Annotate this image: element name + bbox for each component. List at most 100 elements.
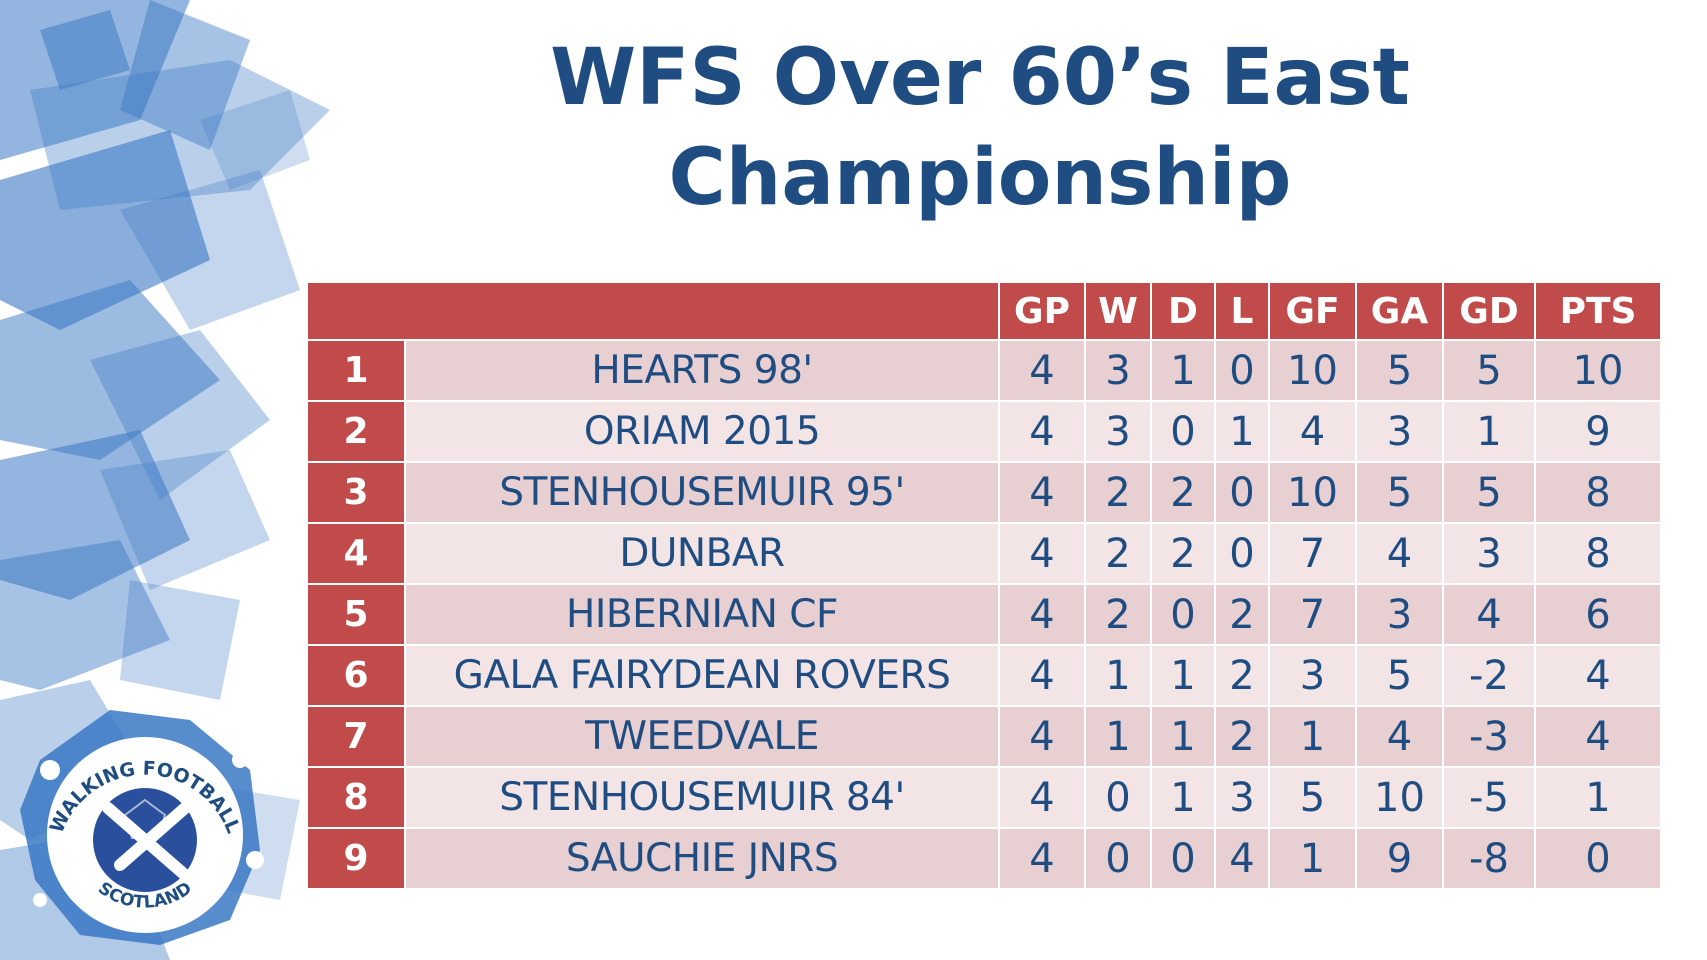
header-pts: PTS xyxy=(1536,283,1660,339)
position-cell: 1 xyxy=(308,341,404,400)
header-row: GP W D L GF GA GD PTS xyxy=(308,283,1660,339)
goals-for-cell: 7 xyxy=(1270,585,1355,644)
table-row: 8 STENHOUSEMUIR 84' 4 0 1 3 5 10 -5 1 xyxy=(308,768,1660,827)
table-row: 1 HEARTS 98' 4 3 1 0 10 5 5 10 xyxy=(308,341,1660,400)
position-cell: 4 xyxy=(308,524,404,583)
losses-cell: 3 xyxy=(1216,768,1268,827)
header-team xyxy=(308,283,998,339)
table-row: 2 ORIAM 2015 4 3 0 1 4 3 1 9 xyxy=(308,402,1660,461)
goals-against-cell: 4 xyxy=(1357,707,1442,766)
wins-cell: 2 xyxy=(1086,585,1150,644)
goals-against-cell: 5 xyxy=(1357,463,1442,522)
goals-for-cell: 10 xyxy=(1270,341,1355,400)
points-cell: 4 xyxy=(1536,646,1660,705)
draws-cell: 0 xyxy=(1152,585,1214,644)
goal-difference-cell: -5 xyxy=(1444,768,1534,827)
goal-difference-cell: -3 xyxy=(1444,707,1534,766)
draws-cell: 0 xyxy=(1152,402,1214,461)
games-played-cell: 4 xyxy=(1000,707,1084,766)
table-row: 3 STENHOUSEMUIR 95' 4 2 2 0 10 5 5 8 xyxy=(308,463,1660,522)
position-cell: 7 xyxy=(308,707,404,766)
games-played-cell: 4 xyxy=(1000,829,1084,888)
goal-difference-cell: 5 xyxy=(1444,341,1534,400)
walking-football-scotland-logo: WALKING FOOTBALL SCOTLAND xyxy=(20,710,264,945)
goals-against-cell: 9 xyxy=(1357,829,1442,888)
team-name-cell: ORIAM 2015 xyxy=(406,402,998,461)
position-cell: 2 xyxy=(308,402,404,461)
goal-difference-cell: 5 xyxy=(1444,463,1534,522)
goals-against-cell: 4 xyxy=(1357,524,1442,583)
draws-cell: 1 xyxy=(1152,707,1214,766)
goal-difference-cell: -8 xyxy=(1444,829,1534,888)
games-played-cell: 4 xyxy=(1000,768,1084,827)
position-cell: 9 xyxy=(308,829,404,888)
team-name-cell: STENHOUSEMUIR 95' xyxy=(406,463,998,522)
goals-for-cell: 10 xyxy=(1270,463,1355,522)
games-played-cell: 4 xyxy=(1000,585,1084,644)
losses-cell: 2 xyxy=(1216,646,1268,705)
games-played-cell: 4 xyxy=(1000,463,1084,522)
table-row: 9 SAUCHIE JNRS 4 0 0 4 1 9 -8 0 xyxy=(308,829,1660,888)
goals-for-cell: 4 xyxy=(1270,402,1355,461)
wins-cell: 2 xyxy=(1086,463,1150,522)
wins-cell: 3 xyxy=(1086,402,1150,461)
decorative-shapes xyxy=(0,0,330,960)
header-gf: GF xyxy=(1270,283,1355,339)
goals-for-cell: 7 xyxy=(1270,524,1355,583)
draws-cell: 2 xyxy=(1152,463,1214,522)
games-played-cell: 4 xyxy=(1000,646,1084,705)
goals-for-cell: 3 xyxy=(1270,646,1355,705)
header-gp: GP xyxy=(1000,283,1084,339)
position-cell: 8 xyxy=(308,768,404,827)
losses-cell: 2 xyxy=(1216,707,1268,766)
table-row: 4 DUNBAR 4 2 2 0 7 4 3 8 xyxy=(308,524,1660,583)
header-gd: GD xyxy=(1444,283,1534,339)
header-ga: GA xyxy=(1357,283,1442,339)
wins-cell: 2 xyxy=(1086,524,1150,583)
position-cell: 6 xyxy=(308,646,404,705)
table-row: 7 TWEEDVALE 4 1 1 2 1 4 -3 4 xyxy=(308,707,1660,766)
header-d: D xyxy=(1152,283,1214,339)
wins-cell: 1 xyxy=(1086,707,1150,766)
points-cell: 6 xyxy=(1536,585,1660,644)
goal-difference-cell: 4 xyxy=(1444,585,1534,644)
draws-cell: 1 xyxy=(1152,341,1214,400)
points-cell: 9 xyxy=(1536,402,1660,461)
draws-cell: 0 xyxy=(1152,829,1214,888)
header-w: W xyxy=(1086,283,1150,339)
points-cell: 1 xyxy=(1536,768,1660,827)
title-line-2: Championship xyxy=(668,133,1292,223)
points-cell: 0 xyxy=(1536,829,1660,888)
points-cell: 8 xyxy=(1536,524,1660,583)
losses-cell: 0 xyxy=(1216,524,1268,583)
goals-for-cell: 5 xyxy=(1270,768,1355,827)
team-name-cell: HIBERNIAN CF xyxy=(406,585,998,644)
team-name-cell: SAUCHIE JNRS xyxy=(406,829,998,888)
games-played-cell: 4 xyxy=(1000,341,1084,400)
goal-difference-cell: 3 xyxy=(1444,524,1534,583)
points-cell: 4 xyxy=(1536,707,1660,766)
draws-cell: 2 xyxy=(1152,524,1214,583)
team-name-cell: TWEEDVALE xyxy=(406,707,998,766)
goals-for-cell: 1 xyxy=(1270,707,1355,766)
wins-cell: 0 xyxy=(1086,768,1150,827)
goals-against-cell: 5 xyxy=(1357,646,1442,705)
points-cell: 8 xyxy=(1536,463,1660,522)
games-played-cell: 4 xyxy=(1000,402,1084,461)
team-name-cell: DUNBAR xyxy=(406,524,998,583)
team-name-cell: HEARTS 98' xyxy=(406,341,998,400)
losses-cell: 2 xyxy=(1216,585,1268,644)
draws-cell: 1 xyxy=(1152,768,1214,827)
goals-against-cell: 3 xyxy=(1357,585,1442,644)
header-l: L xyxy=(1216,283,1268,339)
goals-against-cell: 10 xyxy=(1357,768,1442,827)
losses-cell: 0 xyxy=(1216,341,1268,400)
goal-difference-cell: 1 xyxy=(1444,402,1534,461)
title-line-1: WFS Over 60’s East xyxy=(550,33,1410,123)
wins-cell: 1 xyxy=(1086,646,1150,705)
losses-cell: 0 xyxy=(1216,463,1268,522)
goals-against-cell: 3 xyxy=(1357,402,1442,461)
games-played-cell: 4 xyxy=(1000,524,1084,583)
goals-for-cell: 1 xyxy=(1270,829,1355,888)
goal-difference-cell: -2 xyxy=(1444,646,1534,705)
